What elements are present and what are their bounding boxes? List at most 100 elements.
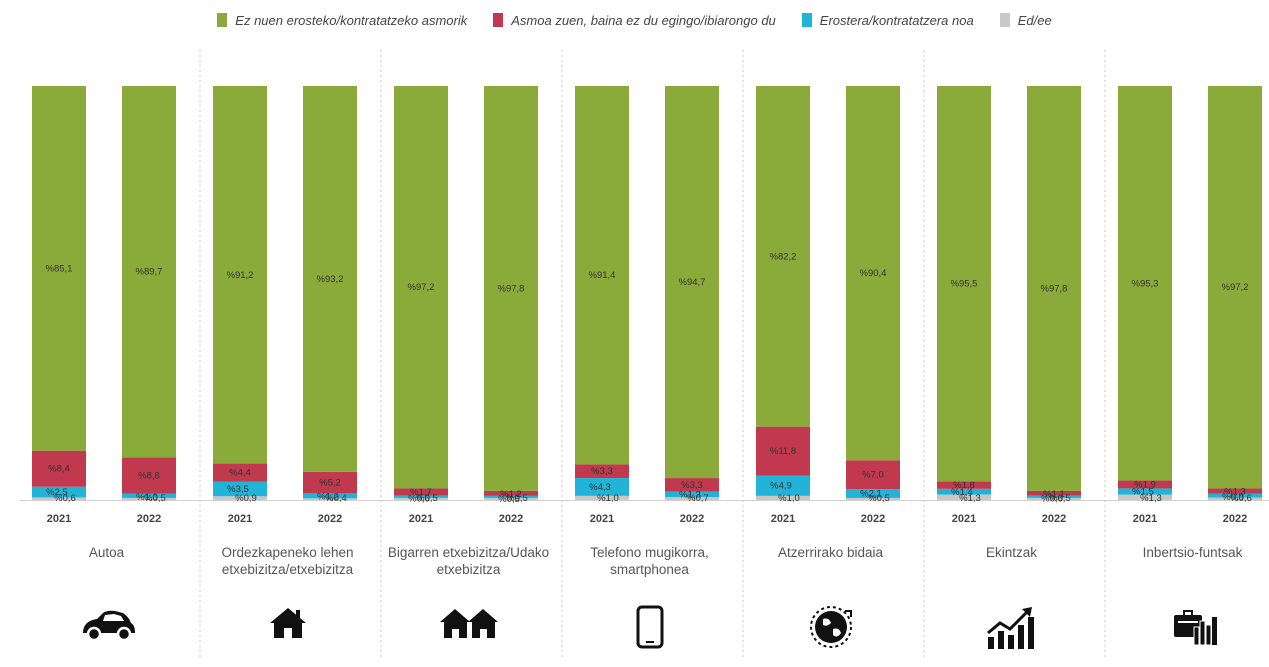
data-label: %97,8	[1041, 283, 1068, 294]
bar-segment-intended-not-doing	[484, 490, 538, 496]
legend-item-going-to-buy: Erostera/kontratatzera noa	[801, 12, 974, 28]
bar-segment-going-to-buy	[846, 489, 900, 498]
houses-icon	[439, 605, 499, 655]
bar-segment-going-to-buy	[937, 488, 991, 495]
x-tick-label: 2021	[47, 513, 71, 525]
bar-segment-intended-not-doing	[846, 460, 900, 490]
data-label: %95,3	[1132, 278, 1159, 289]
house-icon	[258, 605, 318, 655]
data-label: %4,4	[229, 468, 251, 479]
legend-item-dk-na: Ed/ee	[999, 12, 1052, 28]
x-tick-label: 2021	[409, 513, 433, 525]
data-label: %1,1	[1043, 489, 1065, 500]
data-label: %0,5	[1049, 493, 1071, 504]
legend-label: Erostera/kontratatzera noa	[819, 12, 974, 28]
bar-segment-going-to-buy	[303, 493, 357, 499]
legend-swatch	[217, 13, 228, 27]
smartphone-icon	[620, 605, 680, 655]
x-tick-label: 2022	[861, 513, 885, 525]
data-label: %1,7	[410, 487, 432, 498]
bar-segment-intended-not-doing	[756, 426, 810, 476]
x-tick-label: 2022	[1042, 513, 1066, 525]
globe-icon	[801, 605, 861, 655]
bar-segment-going-to-buy	[122, 493, 176, 498]
legend-swatch	[999, 13, 1010, 27]
bar-segment-intended-not-doing	[303, 471, 357, 494]
data-label: %0,5	[506, 493, 528, 504]
category-label: Atzerrirako bidaia	[777, 545, 884, 560]
bar-segment-going-to-buy	[756, 475, 810, 496]
data-label: %0,7	[687, 493, 709, 504]
data-label: %1,4	[951, 487, 973, 498]
data-label: %89,7	[136, 267, 163, 278]
bar-segment-no-intention	[1118, 86, 1172, 481]
x-tick-label: 2021	[228, 513, 252, 525]
legend-label: Ed/ee	[1017, 12, 1052, 28]
bar-segment-going-to-buy	[1027, 495, 1081, 498]
data-label: %4,9	[770, 481, 792, 492]
data-label: %1,5	[1132, 487, 1154, 498]
data-label: %1,2	[317, 491, 339, 502]
data-label: %1,3	[959, 493, 981, 504]
data-label: %8,8	[138, 471, 160, 482]
car-icon	[77, 605, 137, 655]
data-label: %2,5	[46, 487, 68, 498]
legend-label: Asmoa zuen, baina ez du egingo/ibiarongo…	[511, 12, 776, 28]
data-label: %82,2	[770, 251, 797, 262]
x-tick-label: 2022	[680, 513, 704, 525]
bar-segment-going-to-buy	[213, 481, 267, 497]
data-label: %93,2	[317, 274, 344, 285]
bar-segment-going-to-buy	[1208, 493, 1262, 498]
bar-segment-intended-not-doing	[575, 464, 629, 479]
bar-segment-no-intention	[756, 86, 810, 427]
bar-segment-going-to-buy	[484, 495, 538, 498]
data-label: %0,6	[54, 493, 76, 504]
category-label: Bigarren etxebizitza/Udako etxebizitza	[387, 545, 550, 577]
x-tick-label: 2021	[590, 513, 614, 525]
data-label: %0,5	[868, 493, 890, 504]
data-label: %3,3	[681, 480, 703, 491]
bar-segment-going-to-buy	[665, 491, 719, 498]
data-label: %3,5	[227, 484, 249, 495]
data-label: %95,5	[951, 279, 978, 290]
bar-segment-going-to-buy	[1118, 488, 1172, 495]
data-label: %5,2	[319, 478, 341, 489]
bar-segment-intended-not-doing	[665, 478, 719, 492]
data-label: %85,1	[46, 263, 73, 274]
bar-segment-no-intention	[846, 86, 900, 461]
bar-segment-intended-not-doing	[1118, 480, 1172, 489]
category-label: Inbertsio-funtsak	[1142, 545, 1243, 560]
bar-segment-dk-na	[122, 497, 176, 500]
bar-segment-no-intention	[122, 86, 176, 458]
bar-segment-dk-na	[303, 498, 357, 500]
data-label: %4,3	[589, 482, 611, 493]
x-tick-label: 2021	[771, 513, 795, 525]
legend: Ez nuen erosteko/kontratatzeko asmorik A…	[0, 8, 1269, 32]
data-label: %1,9	[1134, 479, 1156, 490]
x-tick-label: 2021	[952, 513, 976, 525]
bar-segment-intended-not-doing	[32, 450, 86, 487]
x-tick-label: 2021	[1133, 513, 1157, 525]
data-label: %3,3	[591, 466, 613, 477]
bar-segment-dk-na	[575, 495, 629, 500]
bar-segment-dk-na	[665, 497, 719, 500]
legend-item-no-intention: Ez nuen erosteko/kontratatzeko asmorik	[217, 13, 467, 28]
bar-segment-no-intention	[1027, 86, 1081, 491]
legend-item-intended-not-doing: Asmoa zuen, baina ez du egingo/ibiarongo…	[493, 13, 776, 28]
data-label: %8,4	[48, 464, 70, 475]
category-label: Ekintzak	[985, 545, 1038, 560]
bar-segment-no-intention	[484, 86, 538, 491]
data-label: %97,8	[498, 283, 525, 294]
bar-segment-dk-na	[1118, 494, 1172, 500]
bar-segment-dk-na	[394, 497, 448, 500]
bar-segment-dk-na	[937, 494, 991, 500]
data-label: %11,8	[770, 446, 796, 457]
data-label: %1,0	[597, 493, 619, 504]
bar-segment-dk-na	[32, 497, 86, 500]
x-tick-label: 2022	[318, 513, 342, 525]
data-label: %97,2	[408, 282, 435, 293]
bar-segment-intended-not-doing	[1027, 490, 1081, 496]
data-label: %0,5	[498, 494, 520, 505]
data-label: %0,5	[144, 493, 166, 504]
investment-funds-icon	[1163, 605, 1223, 655]
